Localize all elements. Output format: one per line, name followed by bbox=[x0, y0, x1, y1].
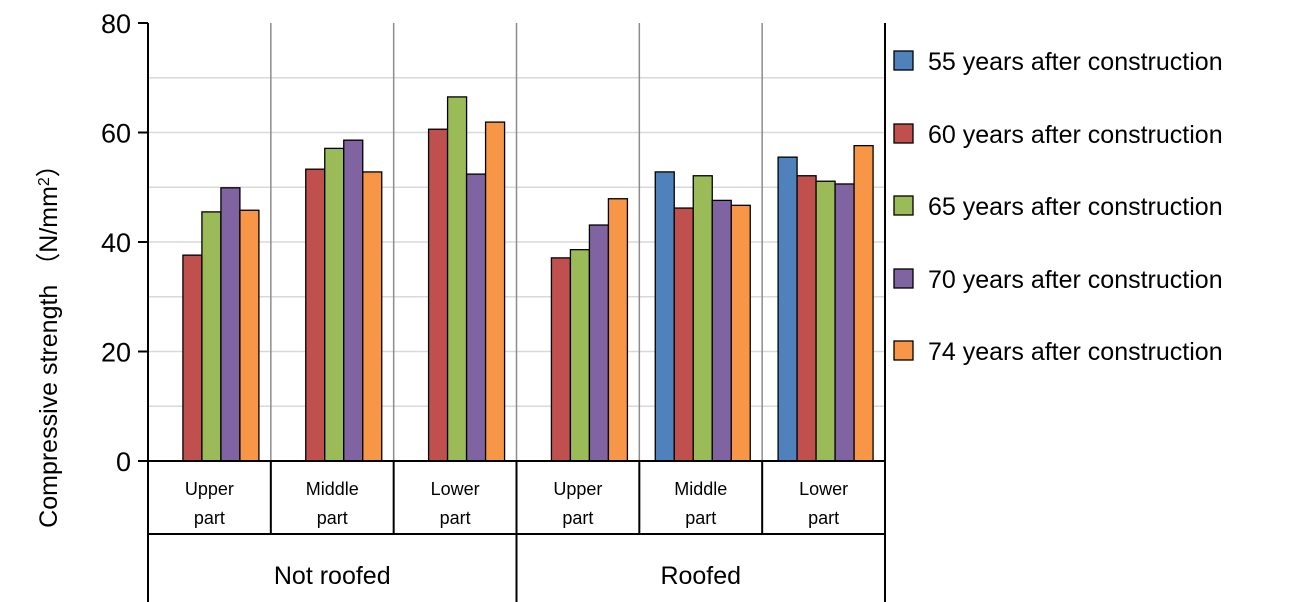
bar bbox=[853, 144, 874, 462]
category-label: part bbox=[808, 508, 839, 528]
category-label: part bbox=[317, 508, 348, 528]
group-label: Not roofed bbox=[274, 562, 391, 590]
legend-label: 65 years after construction bbox=[928, 193, 1223, 221]
legend-swatch bbox=[893, 123, 914, 144]
category-label: Lower bbox=[799, 479, 848, 499]
group-label: Roofed bbox=[660, 562, 741, 590]
legend-label: 74 years after construction bbox=[928, 338, 1223, 366]
y-tick-label: 0 bbox=[116, 447, 131, 477]
bar bbox=[182, 254, 203, 462]
legend-label: 55 years after construction bbox=[928, 48, 1223, 76]
category-label: Middle bbox=[306, 479, 359, 499]
bar bbox=[324, 147, 345, 462]
legend-swatch bbox=[893, 50, 914, 71]
bar bbox=[343, 139, 364, 462]
y-tick-label: 20 bbox=[101, 338, 131, 368]
legend: 55 years after construction 60 years afte… bbox=[893, 48, 1223, 366]
bar bbox=[711, 199, 732, 462]
bar bbox=[692, 175, 713, 462]
bar bbox=[569, 249, 591, 462]
bar bbox=[550, 257, 572, 462]
legend-swatch bbox=[893, 340, 914, 361]
bar bbox=[654, 171, 675, 462]
bar bbox=[796, 175, 817, 462]
category-label: part bbox=[194, 508, 225, 528]
category-label: Upper bbox=[185, 479, 234, 499]
category-label: part bbox=[562, 508, 593, 528]
bar bbox=[730, 204, 751, 462]
y-axis-label: Compressive strength （N/mm2） bbox=[35, 152, 63, 528]
bar bbox=[427, 128, 449, 462]
category-label: part bbox=[440, 508, 471, 528]
bars bbox=[182, 96, 874, 462]
legend-swatch bbox=[893, 268, 914, 289]
legend-label: 70 years after construction bbox=[928, 266, 1223, 294]
bar bbox=[465, 173, 487, 462]
group-labels: Not roofed Roofed bbox=[274, 562, 741, 590]
category-labels: Upper part Middle part Lower part Upper part Mid… bbox=[185, 479, 848, 528]
category-label: Upper bbox=[553, 479, 602, 499]
axes bbox=[138, 22, 886, 602]
bar bbox=[673, 207, 694, 462]
bar bbox=[588, 224, 610, 462]
bar bbox=[484, 121, 506, 462]
bar bbox=[305, 168, 326, 462]
bar bbox=[220, 187, 241, 462]
bar bbox=[607, 198, 629, 462]
y-tick-label: 60 bbox=[101, 119, 131, 149]
bar bbox=[239, 209, 260, 462]
legend-label: 60 years after construction bbox=[928, 121, 1223, 149]
bar bbox=[446, 96, 468, 462]
category-label: Middle bbox=[674, 479, 727, 499]
bar bbox=[834, 183, 855, 462]
bar bbox=[777, 156, 798, 462]
bar bbox=[201, 211, 222, 462]
y-tick-label: 80 bbox=[101, 9, 131, 39]
category-label: Lower bbox=[431, 479, 480, 499]
y-tick-labels: 0 20 40 60 80 bbox=[101, 9, 131, 477]
y-tick-label: 40 bbox=[101, 228, 131, 258]
bar bbox=[815, 180, 836, 462]
legend-swatch bbox=[893, 195, 914, 216]
category-label: part bbox=[685, 508, 716, 528]
bar bbox=[362, 171, 383, 462]
category-dividers bbox=[270, 23, 763, 461]
